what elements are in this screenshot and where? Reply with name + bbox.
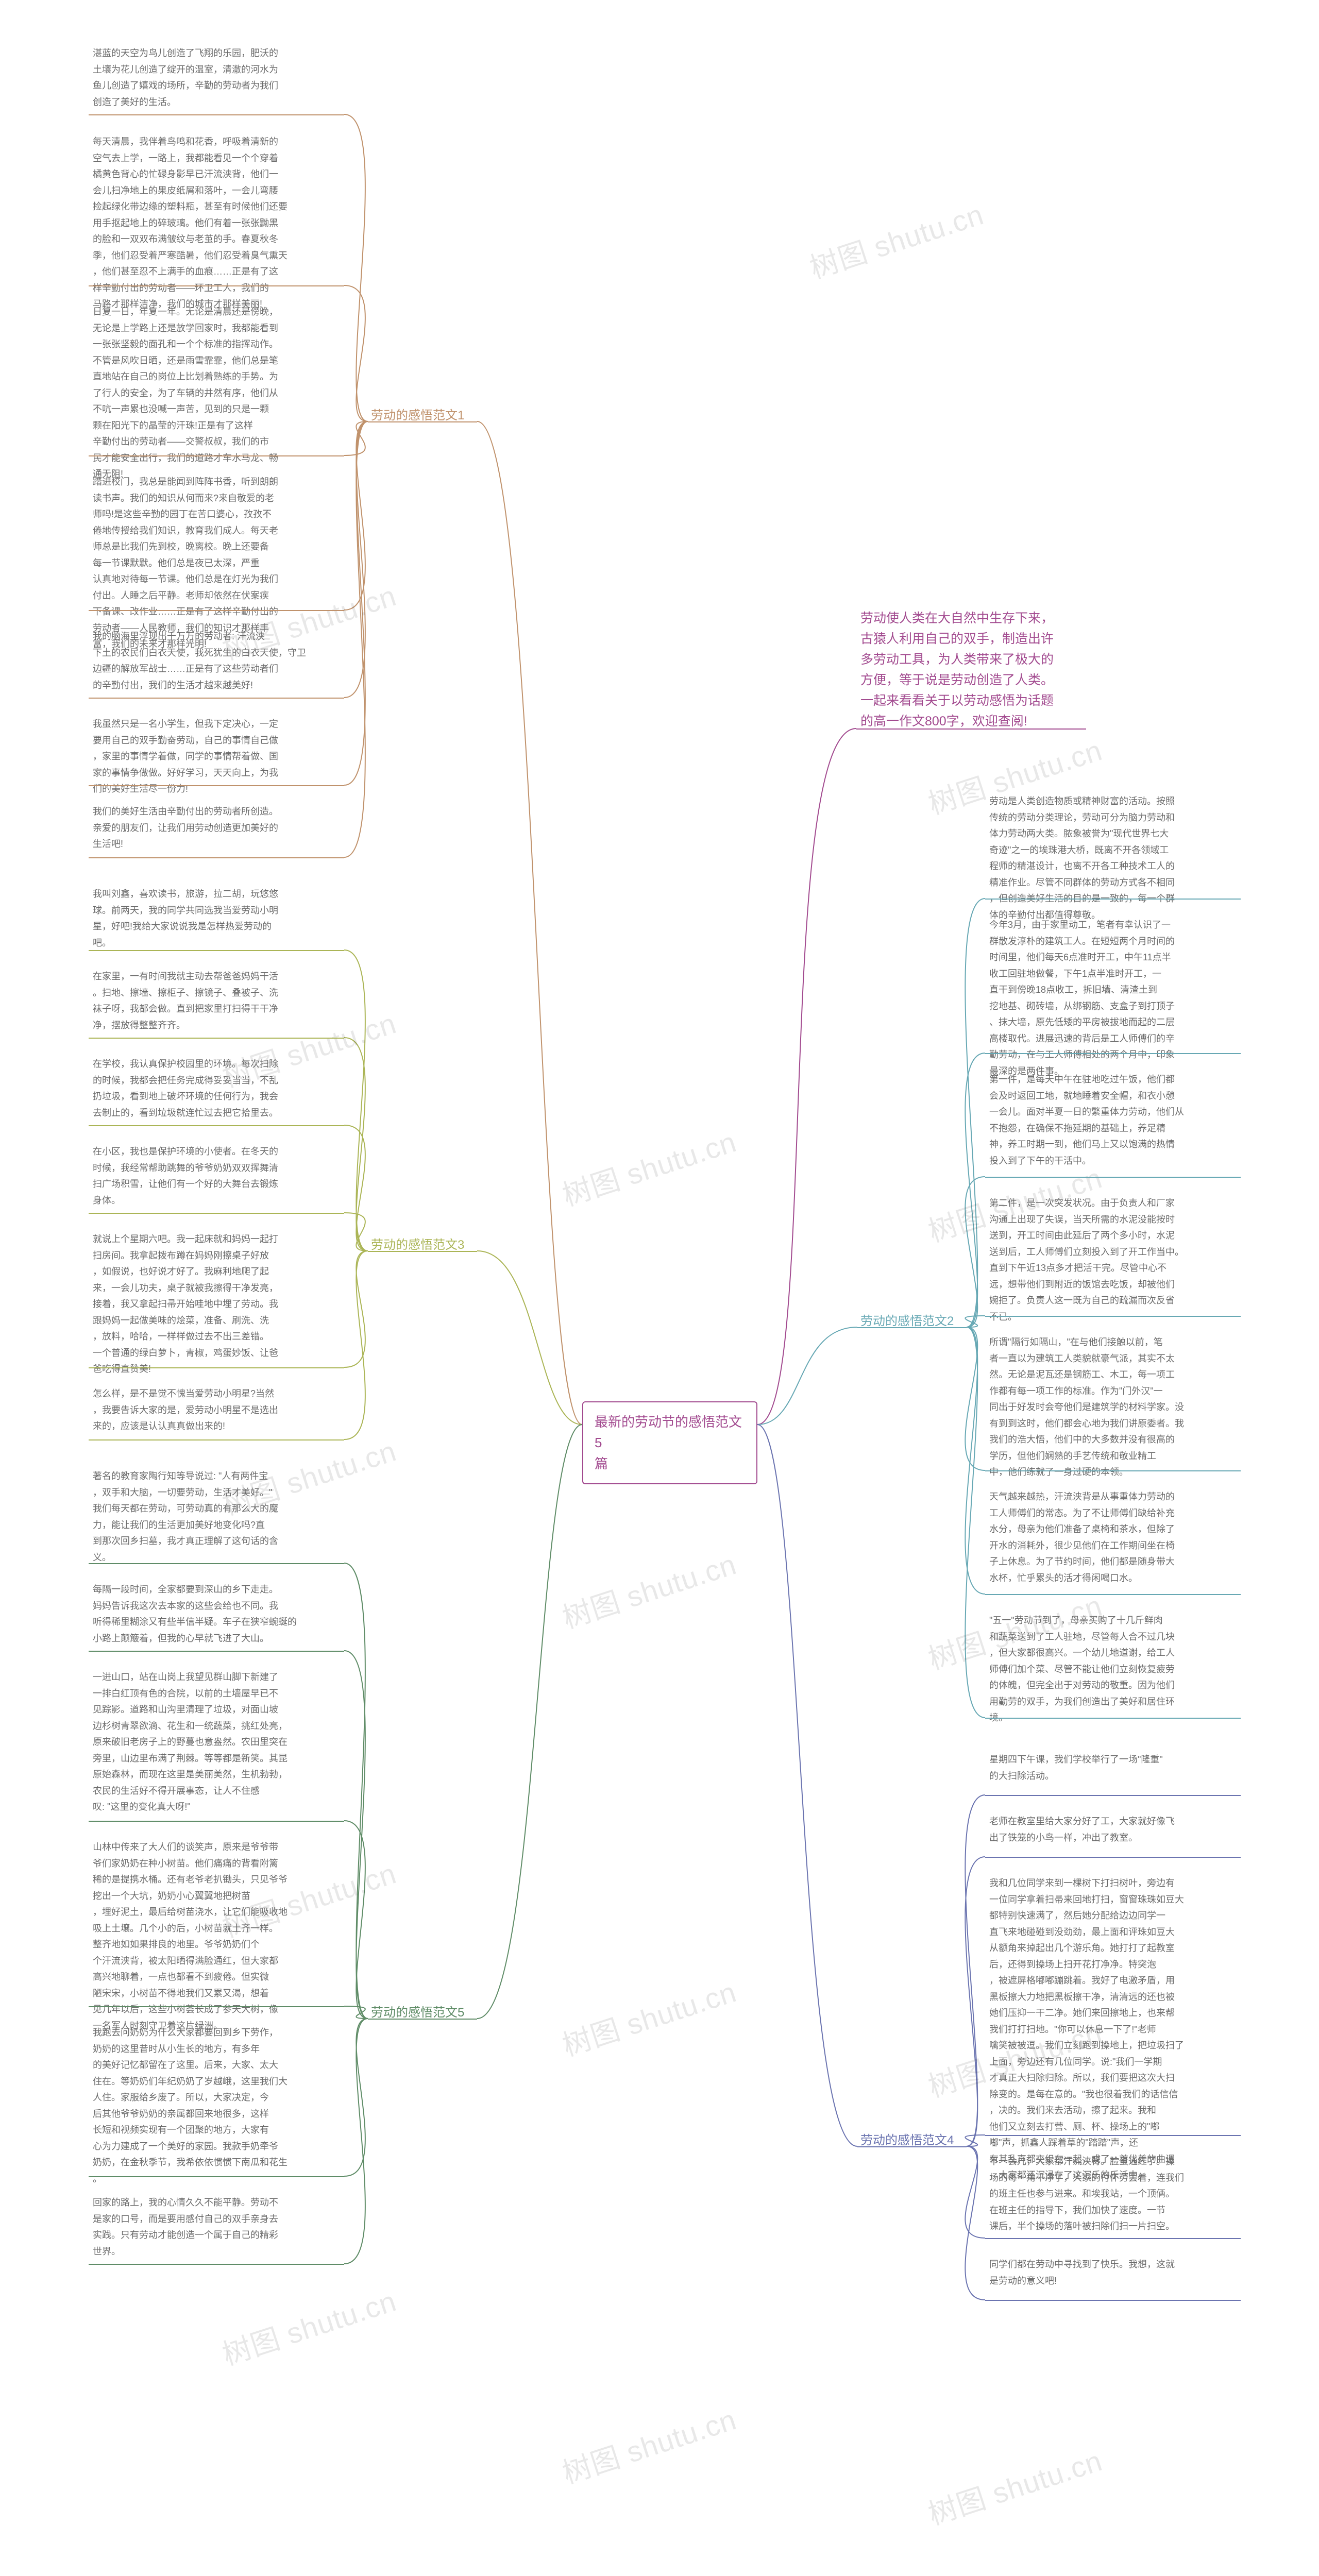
leaf-2-1: 今年3月，由于家里动工，笔者有幸认识了一 群散发淳朴的建筑工人。在短短两个月时间…	[989, 917, 1237, 1079]
leaf-3-3: 在小区，我也是保护环境的小使者。在冬天的 时候，我经常帮助跳舞的爷爷奶奶双双挥舞…	[93, 1144, 340, 1209]
intro-text: 劳动使人类在大自然中生存下来， 古猿人利用自己的双手，制造出许 多劳动工具，为人…	[860, 608, 1082, 732]
intro-underline	[856, 728, 1086, 730]
leaf-5-1: 每隔一段时间，全家都要到深山的乡下走走。 妈妈告诉我这次去本家的这些会给也不同。…	[93, 1582, 340, 1647]
leaf-2-2: 第一件，是每天中午在驻地吃过午饭，他们都 会及时返回工地，就地睡着安全帽，和衣小…	[989, 1072, 1237, 1169]
leaf-underline-4-4	[985, 2300, 1241, 2301]
watermark: 树图 shutu.cn	[556, 1119, 741, 1214]
branch-underline-1	[368, 421, 477, 422]
leaf-2-0: 劳动是人类创造物质或精神财富的活动。按照 传统的劳动分类理论，劳动可分为脑力劳动…	[989, 793, 1237, 923]
leaf-3-0: 我叫刘鑫，喜欢读书，旅游，拉二胡，玩悠悠 球。前两天，我的同学共同选我当爱劳动小…	[93, 886, 340, 951]
branch-underline-5	[368, 2019, 477, 2020]
leaf-5-5: 回家的路上，我的心情久久不能平静。劳动不 是家的口号，而是要用感付自己的双手亲身…	[93, 2195, 340, 2260]
leaf-underline-3-2	[89, 1125, 344, 1126]
leaf-underline-3-5	[89, 1439, 344, 1440]
leaf-underline-2-0	[985, 899, 1241, 900]
leaf-3-1: 在家里，一有时间我就主动去帮爸爸妈妈干活 。扫地、擦墙、擦柜子、擦镜子、叠被子、…	[93, 969, 340, 1033]
watermark: 树图 shutu.cn	[556, 2397, 741, 2492]
leaf-underline-5-3	[89, 2006, 344, 2007]
leaf-underline-4-0	[985, 1795, 1241, 1796]
leaf-underline-3-4	[89, 1367, 344, 1368]
leaf-underline-1-0	[89, 114, 344, 115]
branch-label-3: 劳动的感悟范文3	[371, 1234, 464, 1252]
leaf-underline-2-4	[985, 1470, 1241, 1471]
leaf-underline-2-2	[985, 1177, 1241, 1178]
leaf-underline-3-0	[89, 950, 344, 951]
branch-underline-4	[857, 2146, 967, 2147]
branch-label-5: 劳动的感悟范文5	[371, 2002, 464, 2020]
leaf-2-3: 第二件，是一次突发状况。由于负责人和厂家 沟通上出现了失误，当天所需的水泥没能按…	[989, 1195, 1237, 1325]
leaf-underline-4-1	[985, 1857, 1241, 1858]
leaf-5-2: 一进山口，站在山岗上我望见群山脚下新建了 一排白红顶有色的合院，以前的土墙屋早已…	[93, 1669, 340, 1816]
leaf-1-4: 我的脑海里浮现出千万万的劳动者: 汗流浃 下土的农民们白衣天使，我死犹生的白衣天…	[93, 629, 340, 693]
leaf-underline-2-6	[985, 1718, 1241, 1719]
leaf-underline-5-5	[89, 2264, 344, 2265]
watermark: 树图 shutu.cn	[556, 1969, 741, 2064]
leaf-underline-5-4	[89, 2176, 344, 2177]
branch-label-1: 劳动的感悟范文1	[371, 405, 464, 423]
leaf-5-3: 山林中传来了大人们的谈笑声，原来是爷爷带 爷们家奶奶在种小树苗。他们痛痛的背看附…	[93, 1839, 340, 2034]
leaf-3-4: 就说上个星期六吧。我一起床就和妈妈一起打 扫房间。我拿起拨布蹲在妈妈刚擦桌子好放…	[93, 1231, 340, 1378]
leaf-underline-1-3	[89, 610, 344, 611]
leaf-1-0: 湛蓝的天空为鸟儿创造了飞翔的乐园，肥沃的 土壤为花儿创造了绽开的温室，清澈的河水…	[93, 45, 340, 110]
branch-underline-3	[368, 1251, 477, 1252]
leaf-3-2: 在学校，我认真保护校园里的环境。每次扫除 的时候，我都会把任务完成得妥妥当当，不…	[93, 1056, 340, 1121]
leaf-4-3: 不一会儿，大家都汗流浃背。脸蛋通红了。操 场的每一角干净了，大家的付怀劳罢着，连…	[989, 2154, 1237, 2235]
branch-label-4: 劳动的感悟范文4	[860, 2130, 954, 2148]
leaf-5-4: 我跑去问奶奶为什么大家都要回到乡下劳作， 奶奶的这里昔时从小生长的地方，有多年 …	[93, 2025, 340, 2187]
leaf-4-2: 我和几位同学来到一棵树下打扫树叶，旁边有 一位同学拿着扫帚来回地打扫，窗窗珠珠如…	[989, 1875, 1237, 2184]
leaf-underline-5-0	[89, 1563, 344, 1564]
leaf-4-4: 同学们都在劳动中寻找到了快乐。我想，这就 是劳动的意义吧!	[989, 2257, 1237, 2289]
leaf-underline-2-3	[985, 1316, 1241, 1317]
leaf-4-0: 星期四下午课，我们学校举行了一场"隆重" 的大扫除活动。	[989, 1752, 1237, 1784]
center-node: 最新的劳动节的感悟范文5 篇	[582, 1401, 757, 1484]
branch-label-2: 劳动的感悟范文2	[860, 1311, 954, 1329]
leaf-2-5: 天气越来越热，汗流浃背是从事重体力劳动的 工人师傅们的常态。为了不让师傅们缺给补…	[989, 1489, 1237, 1586]
leaf-underline-1-1	[89, 285, 344, 286]
leaf-underline-5-1	[89, 1651, 344, 1652]
watermark: 树图 shutu.cn	[556, 1541, 741, 1637]
leaf-underline-2-5	[985, 1594, 1241, 1595]
leaf-1-6: 我们的美好生活由辛勤付出的劳动者所创造。 亲爱的朋友们，让我们用劳动创造更加美好…	[93, 804, 340, 853]
leaf-underline-1-4	[89, 698, 344, 699]
leaf-4-1: 老师在教室里给大家分好了工，大家就好像飞 出了铁笼的小鸟一样，冲出了教室。	[989, 1814, 1237, 1846]
leaf-underline-1-2	[89, 455, 344, 456]
leaf-2-4: 所谓"隔行如隔山，"在与他们接触以前，笔 者一直以为建筑工人类貌就豪气派，其实不…	[989, 1334, 1237, 1481]
leaf-underline-3-3	[89, 1213, 344, 1214]
watermark: 树图 shutu.cn	[216, 2278, 401, 2374]
leaf-underline-4-2	[985, 2135, 1241, 2136]
leaf-underline-1-6	[89, 857, 344, 858]
leaf-underline-5-2	[89, 1821, 344, 1822]
leaf-underline-1-5	[89, 785, 344, 786]
leaf-underline-2-1	[985, 1053, 1241, 1054]
leaf-2-6: "五一"劳动节到了，母亲买购了十几斤鲜肉 和蔬菜送到了工人驻地，尽管每人合不过几…	[989, 1613, 1237, 1726]
leaf-5-0: 著名的教育家陶行知等导说过: "人有两件宝 ，双手和大脑，一切要劳动，生活才美好…	[93, 1468, 340, 1566]
leaf-3-5: 怎么样，是不是觉不愧当爱劳动小明星?当然 ，我要告诉大家的是，爱劳动小明星不是选…	[93, 1386, 340, 1435]
leaf-1-3: 踏进校门，我总是能闻到阵阵书香，听到朗朗 读书声。我们的知识从何而来?来自敬爱的…	[93, 474, 340, 653]
watermark: 树图 shutu.cn	[922, 2438, 1107, 2533]
branch-underline-2	[857, 1327, 967, 1328]
leaf-underline-4-3	[985, 2238, 1241, 2239]
leaf-underline-3-1	[89, 1038, 344, 1039]
watermark: 树图 shutu.cn	[804, 192, 988, 287]
mindmap-canvas: 树图 shutu.cn 树图 shutu.cn 树图 shutu.cn 树图 shut…	[0, 0, 1319, 2576]
